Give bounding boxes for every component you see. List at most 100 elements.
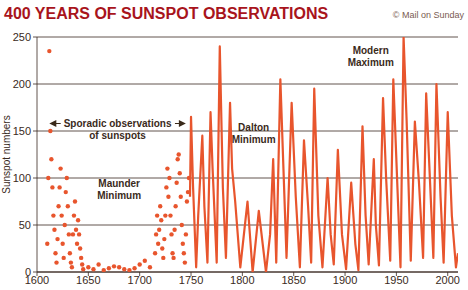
- x-tick-label: 1700: [127, 274, 151, 286]
- point: [122, 267, 126, 271]
- point: [143, 259, 147, 263]
- x-tick-label: 1600: [25, 274, 49, 286]
- point: [78, 246, 82, 250]
- point: [96, 262, 100, 266]
- grid: [37, 37, 458, 272]
- point: [180, 223, 184, 227]
- y-tick: [33, 272, 37, 273]
- point: [54, 260, 58, 264]
- point: [155, 213, 159, 217]
- point: [167, 176, 171, 180]
- point: [166, 195, 170, 199]
- point: [156, 242, 160, 246]
- point: [70, 265, 74, 269]
- point: [137, 262, 141, 266]
- source: © Mail on Sunday: [393, 10, 465, 20]
- point: [183, 260, 187, 264]
- point: [77, 232, 81, 236]
- point: [69, 260, 73, 264]
- x-tick-label: 1750: [179, 274, 203, 286]
- arrow-head: [179, 120, 186, 127]
- background: [0, 0, 468, 290]
- y-tick-label: 200: [13, 78, 31, 90]
- point: [107, 266, 111, 270]
- point: [184, 232, 188, 236]
- point: [160, 246, 164, 250]
- point: [56, 204, 60, 208]
- point: [75, 242, 79, 246]
- y-tick-label: 150: [13, 125, 31, 137]
- annotation-line: Minimum: [97, 190, 141, 201]
- x-tick-label: 1950: [384, 274, 408, 286]
- point: [51, 213, 55, 217]
- point: [91, 267, 95, 271]
- label-background: [61, 118, 175, 128]
- annotation-line: Sporadic observations: [64, 118, 172, 129]
- grid-line: [37, 272, 458, 273]
- point: [60, 242, 64, 246]
- annotation-line: Minimum: [232, 134, 276, 145]
- point: [168, 213, 172, 217]
- point: [59, 213, 63, 217]
- annotation: ModernMaximum: [348, 45, 394, 68]
- point: [161, 256, 165, 260]
- grid-line: [37, 84, 458, 85]
- x-axis: [37, 272, 458, 273]
- point: [47, 49, 51, 53]
- y-axis-label: Sunspot numbers: [1, 115, 12, 193]
- y-tick: [33, 84, 37, 85]
- point: [117, 265, 121, 269]
- y-tick: [33, 178, 37, 179]
- point: [72, 213, 76, 217]
- point: [157, 228, 161, 232]
- point: [49, 157, 53, 161]
- point: [182, 251, 186, 255]
- point: [172, 228, 176, 232]
- marks: [45, 37, 458, 272]
- point: [164, 185, 168, 189]
- annotation-line: Modern: [353, 45, 389, 56]
- y-axis: [37, 37, 38, 272]
- point: [73, 199, 77, 203]
- annotation-line: Maunder: [98, 178, 140, 189]
- point: [170, 251, 174, 255]
- point: [162, 237, 166, 241]
- y-tick: [33, 225, 37, 226]
- point: [148, 265, 152, 269]
- point: [171, 256, 175, 260]
- point: [173, 204, 177, 208]
- point: [80, 262, 84, 266]
- point: [181, 242, 185, 246]
- point: [178, 171, 182, 175]
- x-tick-label: 1850: [281, 274, 305, 286]
- chart: 400 YEARS OF SUNSPOT OBSERVATIONS© Mail …: [0, 0, 468, 290]
- annotation: DaltonMinimum: [232, 122, 276, 145]
- point: [132, 266, 136, 270]
- point: [68, 251, 72, 255]
- point: [61, 256, 65, 260]
- y-tick: [33, 131, 37, 132]
- point: [163, 213, 167, 217]
- point: [58, 166, 62, 170]
- point: [177, 152, 181, 156]
- point: [74, 228, 78, 232]
- x-tick-label: 2000: [435, 274, 459, 286]
- point: [79, 256, 83, 260]
- annotation: MaunderMinimum: [97, 178, 141, 201]
- point: [159, 218, 163, 222]
- point: [71, 232, 75, 236]
- point: [174, 181, 178, 185]
- point: [127, 268, 131, 272]
- point: [64, 190, 68, 194]
- point: [86, 265, 90, 269]
- annotation-line: Dalton: [238, 122, 269, 133]
- y-tick-label: 50: [19, 219, 31, 231]
- point: [65, 176, 69, 180]
- y-tick: [33, 37, 37, 38]
- annotation-line: of sunspots: [89, 130, 146, 141]
- point: [169, 232, 173, 236]
- arrow-head: [49, 120, 56, 127]
- point: [52, 228, 56, 232]
- point: [46, 176, 50, 180]
- annotation-line: Maximum: [348, 57, 394, 68]
